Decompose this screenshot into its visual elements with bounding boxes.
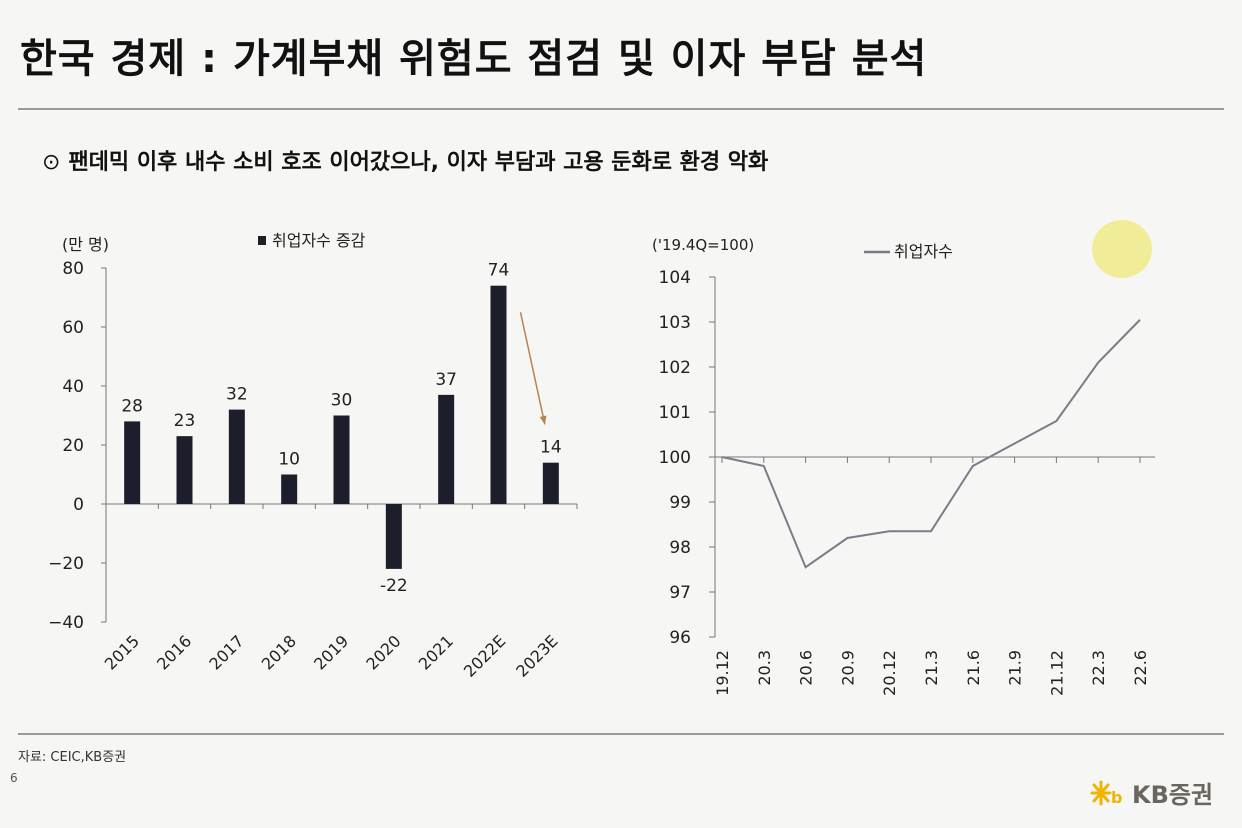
x-tick-label: 21.3 bbox=[922, 650, 941, 686]
page-number: 6 bbox=[10, 771, 18, 785]
svg-text:b: b bbox=[1111, 788, 1122, 807]
y-tick-label: 0 bbox=[73, 495, 84, 515]
data-label: 14 bbox=[540, 438, 562, 458]
x-tick-label: 20.12 bbox=[880, 650, 899, 696]
x-tick-label: 2016 bbox=[153, 631, 195, 673]
subtitle-text: 팬데믹 이후 내수 소비 호조 이어갔으나, 이자 부담과 고용 둔화로 환경 … bbox=[68, 150, 769, 175]
source-note: 자료: CEIC,KB증권 bbox=[18, 750, 127, 765]
bar bbox=[176, 436, 193, 504]
x-tick-label: 21.9 bbox=[1006, 650, 1025, 686]
bar bbox=[385, 504, 402, 569]
x-tick-label: 19.12 bbox=[713, 650, 732, 696]
y-tick-label: 101 bbox=[659, 403, 691, 423]
kb-star-icon: b bbox=[1090, 779, 1126, 807]
header-divider bbox=[18, 108, 1224, 110]
footer-divider bbox=[18, 733, 1224, 735]
x-tick-label: 2020 bbox=[362, 631, 404, 673]
bar bbox=[228, 409, 245, 504]
y-unit-label: (만 명) bbox=[62, 235, 109, 254]
y-tick-label: 60 bbox=[62, 318, 84, 338]
x-tick-label: 21.6 bbox=[964, 650, 983, 686]
logo-text: KB증권 bbox=[1132, 781, 1214, 809]
data-label: 37 bbox=[435, 370, 457, 390]
y-tick-label: 103 bbox=[659, 313, 691, 333]
bar bbox=[438, 394, 455, 504]
x-tick-label: 2021 bbox=[415, 631, 457, 673]
x-tick-label: 2018 bbox=[258, 631, 300, 673]
legend-label: 취업자수 증감 bbox=[272, 231, 366, 250]
x-tick-label: 2022E bbox=[460, 631, 509, 680]
y-tick-label: −20 bbox=[48, 554, 84, 574]
bullet-icon: ⊙ bbox=[42, 150, 61, 175]
bar bbox=[490, 285, 507, 504]
x-tick-label: 22.3 bbox=[1089, 650, 1108, 686]
x-tick-label: 2017 bbox=[205, 631, 247, 673]
data-label: 23 bbox=[174, 411, 196, 431]
legend-label: 취업자수 bbox=[894, 242, 953, 261]
bar bbox=[333, 415, 350, 504]
y-tick-label: 40 bbox=[62, 377, 84, 397]
legend-swatch bbox=[258, 236, 266, 245]
x-tick-label: 22.6 bbox=[1131, 650, 1150, 686]
bar bbox=[124, 421, 141, 504]
data-label: 32 bbox=[226, 385, 248, 405]
data-label: -22 bbox=[380, 576, 408, 596]
y-unit-label: ('19.4Q=100) bbox=[652, 236, 754, 254]
y-tick-label: 97 bbox=[669, 583, 691, 603]
y-tick-label: 99 bbox=[669, 493, 691, 513]
bar bbox=[281, 474, 298, 504]
y-tick-label: 100 bbox=[659, 448, 691, 468]
x-tick-label: 2015 bbox=[101, 631, 143, 673]
page-subtitle: ⊙ 팬데믹 이후 내수 소비 호조 이어갔으나, 이자 부담과 고용 둔화로 환경… bbox=[42, 144, 768, 176]
x-tick-label: 20.3 bbox=[755, 650, 774, 686]
x-tick-label: 20.6 bbox=[797, 650, 816, 686]
y-tick-label: 80 bbox=[62, 259, 84, 279]
data-label: 30 bbox=[331, 391, 353, 411]
bar bbox=[542, 462, 559, 504]
data-label: 10 bbox=[278, 450, 300, 470]
kb-logo: b KB증권 bbox=[1090, 775, 1213, 810]
y-tick-label: 20 bbox=[62, 436, 84, 456]
y-tick-label: −40 bbox=[48, 613, 84, 633]
x-tick-label: 21.12 bbox=[1047, 650, 1066, 696]
y-tick-label: 104 bbox=[659, 268, 691, 288]
x-tick-label: 2023E bbox=[512, 631, 561, 680]
trend-arrow-line bbox=[519, 312, 546, 425]
trend-arrow-head bbox=[539, 415, 547, 425]
highlight-spot bbox=[1092, 220, 1152, 278]
x-tick-label: 2019 bbox=[310, 631, 352, 673]
series-line bbox=[721, 319, 1141, 569]
data-label: 28 bbox=[121, 396, 143, 416]
y-tick-label: 102 bbox=[659, 358, 691, 378]
page-title: 한국 경제 : 가계부채 위험도 점검 및 이자 부담 분석 bbox=[20, 36, 928, 82]
y-tick-label: 98 bbox=[669, 538, 691, 558]
data-label: 74 bbox=[488, 261, 510, 281]
y-tick-label: 96 bbox=[669, 628, 691, 648]
x-tick-label: 20.9 bbox=[838, 650, 857, 686]
